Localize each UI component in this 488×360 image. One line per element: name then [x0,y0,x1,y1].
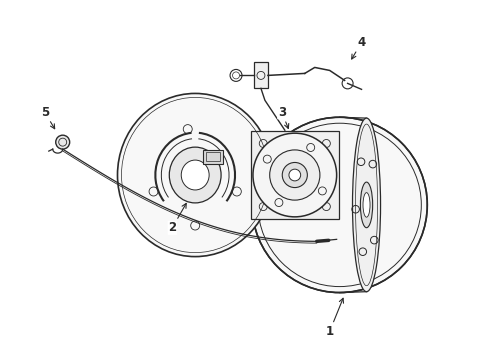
Text: 1: 1 [325,298,343,338]
Circle shape [251,117,427,293]
Text: 4: 4 [351,36,365,59]
Ellipse shape [169,147,221,203]
Text: 3: 3 [277,106,288,129]
FancyBboxPatch shape [253,62,267,88]
Ellipse shape [117,94,272,257]
Ellipse shape [360,182,372,228]
Circle shape [56,135,69,149]
Circle shape [282,162,307,188]
Circle shape [252,133,336,217]
Text: 2: 2 [168,203,186,234]
Ellipse shape [352,118,380,292]
Ellipse shape [181,160,209,190]
Circle shape [288,169,300,181]
Text: 5: 5 [41,106,55,129]
Ellipse shape [362,193,369,217]
FancyBboxPatch shape [203,150,223,164]
Circle shape [269,150,319,200]
FancyBboxPatch shape [250,131,338,219]
